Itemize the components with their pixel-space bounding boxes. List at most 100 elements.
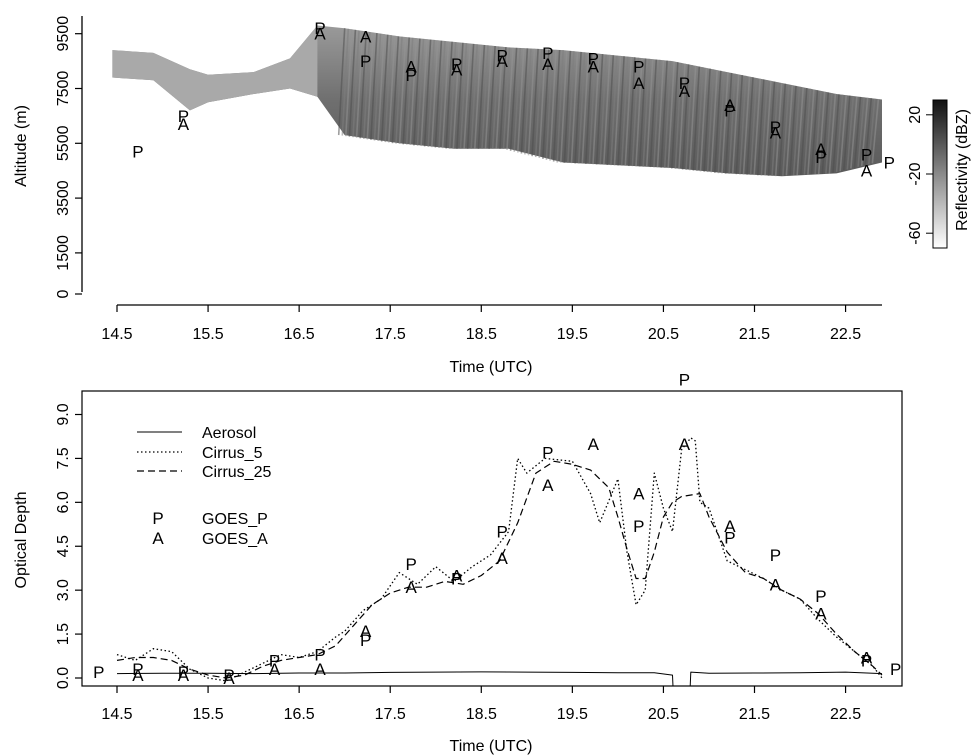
reflectivity-x-tick-label: 16.5: [284, 326, 315, 343]
reflectivity-streak: [674, 62, 683, 169]
optical-depth-goes-marker: P: [861, 651, 872, 670]
reflectivity-streak: [524, 48, 532, 155]
optical-depth-goes-marker: A: [724, 517, 736, 536]
reflectivity-streak: [520, 48, 529, 154]
reflectivity-streak: [746, 77, 754, 175]
reflectivity-streak: [366, 32, 375, 140]
reflectivity-goes-marker: P: [314, 19, 325, 38]
colorbar-tick-label: -60: [907, 222, 924, 245]
optical-depth-goes-marker: A: [132, 666, 144, 685]
reflectivity-streak: [624, 56, 633, 166]
optical-depth-goes-marker: A: [223, 669, 235, 688]
reflectivity-streak: [420, 39, 428, 147]
reflectivity-goes-marker: A: [861, 162, 873, 181]
reflectivity-streak: [796, 87, 804, 176]
optical-depth-goes-marker: P: [815, 587, 826, 606]
reflectivity-streak: [760, 80, 769, 176]
reflectivity-streak: [782, 84, 790, 176]
reflectivity-streak: [499, 47, 507, 149]
reflectivity-goes-marker: A: [542, 55, 554, 74]
reflectivity-goes-marker: P: [178, 107, 189, 126]
optical-depth-goes-marker: P: [542, 444, 553, 463]
reflectivity-x-ticks: 14.5 15.5 16.5 17.5 18.5 19.5 20.5 21.5 22.5: [101, 305, 861, 343]
reflectivity-streak: [427, 39, 435, 147]
colorbar-tick-label: 20: [907, 106, 924, 124]
reflectivity-streak: [581, 52, 590, 164]
legend-cirrus5-label: Cirrus_5: [202, 445, 263, 462]
legend-goes-p-symbol: P: [152, 509, 163, 528]
reflectivity-streak: [706, 69, 715, 173]
reflectivity-streak: [491, 46, 500, 149]
reflectivity-streak: [567, 51, 575, 164]
reflectivity-streak: [735, 75, 744, 175]
reflectivity-y-tick-label: 1500: [55, 235, 72, 271]
optical-depth-goes-marker: P: [497, 523, 508, 542]
reflectivity-streak: [828, 93, 837, 174]
reflectivity-colorbar: 20 -20 -60 Reflectivity (dBZ): [907, 99, 971, 249]
optical-depth-goes-marker: P: [132, 660, 143, 679]
optical-depth-y-tick-label: 9.0: [55, 403, 72, 425]
reflectivity-streak: [398, 37, 407, 144]
reflectivity-streak: [839, 95, 847, 172]
reflectivity-streak: [563, 50, 572, 163]
reflectivity-streak: [592, 53, 600, 165]
reflectivity-streak: [660, 60, 668, 168]
optical-depth-goes-marker: P: [890, 660, 901, 679]
reflectivity-goes-marker: A: [314, 25, 326, 44]
reflectivity-streak: [434, 40, 443, 148]
reflectivity-streak: [466, 43, 475, 149]
reflectivity-goes-marker: A: [451, 60, 463, 79]
reflectivity-streak: [620, 56, 629, 166]
reflectivity-x-tick-label: 17.5: [375, 326, 406, 343]
reflectivity-streak: [774, 82, 783, 177]
optical-depth-goes-marker: A: [178, 666, 190, 685]
reflectivity-streak: [714, 70, 722, 173]
reflectivity-streak: [817, 91, 826, 175]
reflectivity-streak: [534, 49, 543, 158]
reflectivity-streak: [810, 90, 819, 175]
optical-depth-goes-marker: P: [178, 663, 189, 682]
series-cirrus-5: [116, 437, 883, 682]
reflectivity-goes-marker: P: [360, 52, 371, 71]
reflectivity-y-tick-label: 9500: [55, 16, 72, 52]
optical-depth-goes-marker: A: [542, 476, 554, 495]
reflectivity-goes-marker: A: [633, 74, 645, 93]
legend-goes-a-label: GOES_A: [202, 531, 268, 548]
reflectivity-streak: [363, 31, 371, 139]
reflectivity-goes-marker: A: [724, 96, 736, 115]
optical-depth-goes-marker: A: [588, 435, 600, 454]
reflectivity-streak: [445, 41, 453, 149]
reflectivity-goes-marker: P: [451, 55, 462, 74]
optical-depth-goes-marker: P: [724, 528, 735, 547]
optical-depth-goes-marker: A: [861, 649, 873, 668]
reflectivity-streak: [846, 95, 855, 170]
reflectivity-streak: [552, 49, 561, 162]
reflectivity-y-ticks: 0 1500 3500 5500 7500 9500: [55, 16, 82, 298]
optical-depth-goes-marker: A: [360, 622, 372, 641]
reflectivity-streak: [527, 48, 536, 156]
reflectivity-streak: [638, 58, 647, 167]
reflectivity-x-tick-label: 14.5: [101, 326, 132, 343]
reflectivity-goes-marker: P: [679, 74, 690, 93]
reflectivity-x-tick-label: 21.5: [739, 326, 770, 343]
reflectivity-streak: [477, 44, 486, 149]
optical-depth-y-tick-label: 6.0: [55, 491, 72, 513]
reflectivity-streak: [352, 30, 360, 138]
optical-depth-goes-marker: A: [497, 549, 509, 568]
optical-depth-goes-marker: P: [269, 651, 280, 670]
optical-depth-series: [116, 437, 883, 686]
legend-cirrus25-label: Cirrus_25: [202, 464, 271, 481]
reflectivity-streak: [448, 42, 457, 149]
reflectivity-streak: [488, 45, 496, 149]
reflectivity-streak: [617, 56, 625, 166]
reflectivity-streak: [484, 45, 493, 149]
legend-goes-p-label: GOES_P: [202, 511, 268, 528]
reflectivity-streak: [807, 89, 815, 175]
reflectivity-streak: [835, 94, 844, 173]
reflectivity-streak: [531, 48, 539, 157]
reflectivity-streak: [348, 29, 357, 137]
reflectivity-streak: [814, 90, 822, 175]
reflectivity-streak: [509, 47, 518, 151]
